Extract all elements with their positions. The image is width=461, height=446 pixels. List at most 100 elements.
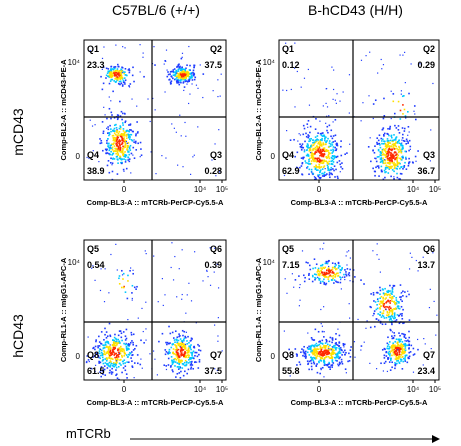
event-dot	[321, 339, 324, 342]
event-dot	[395, 136, 398, 138]
event-dot	[394, 307, 397, 309]
event-dot	[396, 147, 398, 150]
event-dot	[117, 154, 119, 156]
event-dot	[168, 348, 171, 351]
event-dot	[176, 352, 179, 354]
event-dot	[328, 169, 331, 172]
quadrant-name: Q6	[210, 244, 222, 254]
event-dot	[401, 127, 404, 129]
event-dot	[400, 151, 403, 154]
event-dot	[313, 160, 315, 163]
event-dot	[107, 342, 110, 345]
event-dot	[324, 262, 327, 265]
event-dot	[404, 351, 406, 353]
event-dot	[118, 353, 121, 356]
event-dot	[377, 319, 380, 322]
event-dot	[115, 341, 117, 344]
event-dot	[101, 121, 104, 123]
event-dot	[334, 265, 336, 268]
event-dot	[100, 75, 102, 78]
event-dot	[111, 343, 114, 346]
event-dot	[412, 371, 415, 373]
event-dot	[116, 151, 119, 154]
event-dot	[399, 178, 401, 180]
quadrant-value: 37.5	[204, 366, 222, 376]
event-dot	[119, 358, 122, 361]
event-dot	[109, 364, 112, 366]
event-dot	[177, 368, 180, 370]
event-dot	[389, 353, 391, 355]
event-dot	[391, 321, 393, 324]
event-dot	[327, 137, 329, 140]
event-dot	[319, 345, 322, 348]
event-dot	[114, 77, 117, 80]
event-dot	[128, 345, 130, 347]
event-dot	[386, 300, 388, 303]
event-dot	[193, 73, 196, 75]
event-dot	[114, 81, 117, 83]
event-dot	[172, 71, 175, 74]
event-dot	[399, 356, 401, 358]
event-dot	[331, 155, 334, 157]
event-dot	[353, 341, 356, 343]
event-dot	[399, 313, 402, 315]
event-dot	[108, 322, 111, 325]
event-dot	[330, 156, 333, 159]
event-dot	[115, 373, 118, 376]
event-dot	[116, 173, 119, 175]
event-dot	[401, 95, 404, 98]
event-dot	[327, 156, 330, 158]
event-dot	[333, 165, 336, 168]
event-dot	[112, 150, 115, 153]
event-dot	[103, 353, 105, 355]
event-dot	[321, 159, 323, 162]
event-dot	[104, 114, 106, 116]
event-dot	[377, 167, 380, 169]
event-dot	[131, 366, 134, 368]
event-dot	[119, 100, 121, 103]
event-dot	[343, 343, 346, 346]
event-dot	[309, 157, 311, 160]
event-dot	[398, 145, 400, 148]
event-dot	[140, 148, 142, 150]
event-dot	[188, 45, 190, 48]
event-dot	[109, 352, 112, 355]
event-dot	[179, 80, 182, 82]
event-dot	[316, 371, 319, 374]
event-dot	[391, 153, 394, 156]
event-dot	[408, 355, 411, 358]
event-dot	[120, 336, 123, 339]
event-dot	[408, 343, 410, 346]
event-dot	[112, 134, 115, 137]
event-dot	[116, 269, 118, 271]
event-dot	[165, 157, 167, 159]
event-dot	[120, 158, 123, 161]
event-dot	[165, 351, 168, 353]
event-dot	[318, 351, 321, 353]
event-dot	[391, 149, 393, 152]
event-dot	[339, 171, 341, 173]
event-dot	[124, 140, 127, 142]
event-dot	[189, 73, 191, 75]
panel-top-left: Q1 23.3 Q2 37.5 Q3 0.28 Q4 38.9 0 10⁴ 10⁵ 10⁴ 0 Comp-…	[54, 39, 236, 214]
event-dot	[129, 149, 132, 151]
event-dot	[168, 325, 170, 328]
event-dot	[183, 89, 185, 92]
event-dot	[323, 147, 326, 149]
event-dot	[307, 68, 309, 71]
event-dot	[410, 63, 412, 65]
event-dot	[307, 144, 309, 146]
event-dot	[287, 47, 289, 50]
event-dot	[369, 305, 372, 308]
event-dot	[336, 354, 338, 357]
event-dot	[174, 330, 177, 333]
event-dot	[338, 334, 341, 337]
event-dot	[173, 68, 176, 70]
event-dot	[311, 172, 314, 175]
event-dot	[318, 163, 320, 166]
event-dot	[318, 274, 321, 276]
event-dot	[407, 339, 409, 342]
event-dot	[293, 286, 295, 288]
event-dot	[376, 291, 378, 294]
event-dot	[312, 156, 315, 158]
